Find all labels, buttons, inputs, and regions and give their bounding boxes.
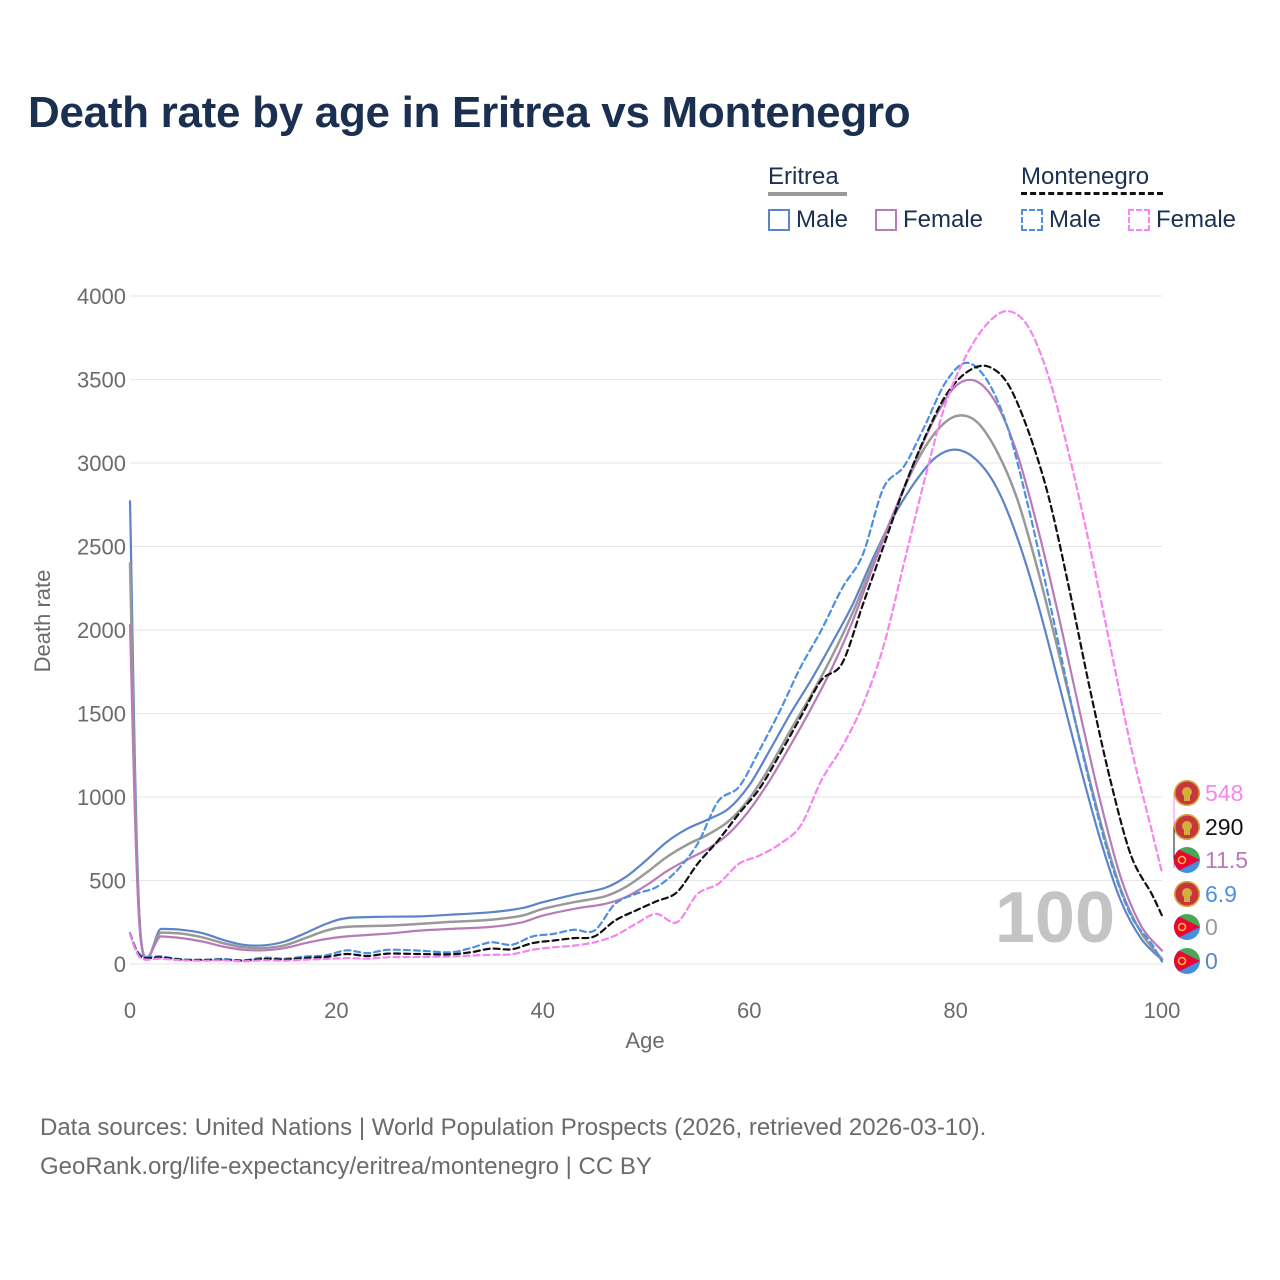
legend-label: Male <box>1049 206 1102 233</box>
legend-swatch-icon <box>1128 209 1150 231</box>
y-tick-3500: 3500 <box>77 368 126 393</box>
grid-lines <box>130 295 1162 965</box>
end-label-eritrea-male: 0 <box>1205 948 1218 974</box>
source-line-2[interactable]: GeoRank.org/life-expectancy/eritrea/mont… <box>40 1153 652 1180</box>
x-tick-0: 0 <box>124 998 136 1023</box>
eritrea-flag-icon <box>1174 914 1200 940</box>
legend-item-montenegro-male[interactable]: Male <box>1021 206 1101 234</box>
legend-group-montenegro-line <box>1021 192 1163 195</box>
end-label-montenegro-female: 548 <box>1205 780 1243 806</box>
x-tick-20: 20 <box>324 998 348 1023</box>
y-tick-2000: 2000 <box>77 618 126 643</box>
y-tick-500: 500 <box>89 869 126 894</box>
montenegro-flag-icon <box>1174 881 1200 907</box>
end-label-montenegro-male: 6.9 <box>1205 881 1237 907</box>
chart-title: Death rate by age in Eritrea vs Monteneg… <box>28 88 911 137</box>
series-line-montenegro-total <box>128 364 1164 962</box>
x-tick-60: 60 <box>737 998 761 1023</box>
legend-item-eritrea-male[interactable]: Male <box>768 206 848 234</box>
legend-swatch-icon <box>875 209 897 231</box>
end-label-montenegro-total: 290 <box>1205 814 1243 840</box>
legend-label: Female <box>903 206 984 233</box>
series-line-montenegro-male <box>128 361 1164 963</box>
montenegro-flag-icon <box>1174 814 1200 840</box>
series-line-eritrea-male <box>128 448 1164 961</box>
legend-group-eritrea: Eritrea <box>768 163 839 190</box>
source-line-1: Data sources: United Nations | World Pop… <box>40 1114 987 1141</box>
end-label-eritrea-total: 0 <box>1205 914 1218 940</box>
legend-swatch-icon <box>768 209 790 231</box>
x-tick-80: 80 <box>943 998 967 1023</box>
legend-label: Male <box>796 206 849 233</box>
eritrea-flag-icon <box>1174 948 1200 974</box>
end-labels: 548 290 11.5 6.9 0 0 <box>1173 780 1248 974</box>
x-tick-40: 40 <box>531 998 555 1023</box>
y-tick-2500: 2500 <box>77 535 126 560</box>
series-line-eritrea-total <box>128 414 1164 961</box>
montenegro-flag-icon <box>1174 780 1200 806</box>
x-axis-title: Age <box>625 1028 664 1053</box>
series-lines <box>128 309 1164 963</box>
y-tick-1000: 1000 <box>77 785 126 810</box>
series-line-eritrea-female <box>128 378 1164 959</box>
y-axis-title: Death rate <box>30 570 55 673</box>
y-tick-labels: 0 500 1000 1500 2000 2500 3000 3500 4000 <box>77 284 126 977</box>
source-note: Data sources: United Nations | World Pop… <box>40 1108 986 1186</box>
legend-item-montenegro-female[interactable]: Female <box>1128 206 1236 234</box>
end-label-eritrea-female: 11.5 <box>1205 847 1248 873</box>
eritrea-flag-icon <box>1174 847 1200 873</box>
y-tick-4000: 4000 <box>77 284 126 309</box>
x-tick-100: 100 <box>1144 998 1181 1023</box>
legend-group-montenegro: Montenegro <box>1021 163 1150 190</box>
y-tick-3000: 3000 <box>77 451 126 476</box>
y-tick-0: 0 <box>114 952 126 977</box>
y-tick-1500: 1500 <box>77 702 126 727</box>
legend-label: Female <box>1156 206 1237 233</box>
legend-swatch-icon <box>1021 209 1043 231</box>
x-tick-labels: 0 20 40 60 80 100 <box>124 998 1180 1023</box>
series-line-montenegro-female <box>128 309 1164 963</box>
year-watermark: 100 <box>995 878 1115 958</box>
legend-item-eritrea-female[interactable]: Female <box>875 206 983 234</box>
legend-group-eritrea-line <box>768 192 847 196</box>
